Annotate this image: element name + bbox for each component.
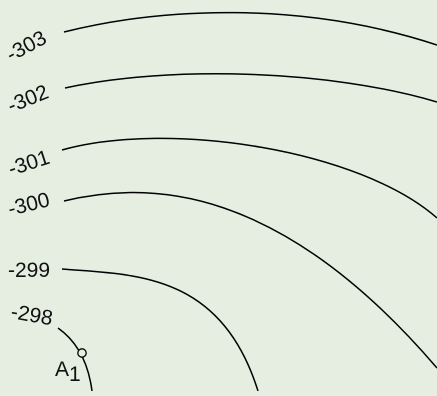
contour-label-303: -303 — [3, 26, 51, 66]
contour-label-298: -298 — [9, 300, 54, 330]
point-a1-subscript: 1 — [69, 363, 81, 386]
contour-line-300 — [63, 191, 437, 369]
point-a1-label: A1 — [55, 358, 81, 386]
contour-label-302: -302 — [4, 81, 52, 118]
contour-line-299 — [61, 268, 259, 392]
contour-label-299: -299 — [8, 259, 50, 282]
point-a1-marker — [77, 348, 87, 358]
point-a1-letter: A — [55, 358, 69, 381]
contour-label-301: -301 — [5, 146, 52, 181]
contour-line-303 — [63, 11, 437, 46]
contour-label-300: -300 — [6, 188, 52, 220]
contour-line-301 — [61, 137, 437, 219]
contour-line-302 — [64, 73, 437, 103]
